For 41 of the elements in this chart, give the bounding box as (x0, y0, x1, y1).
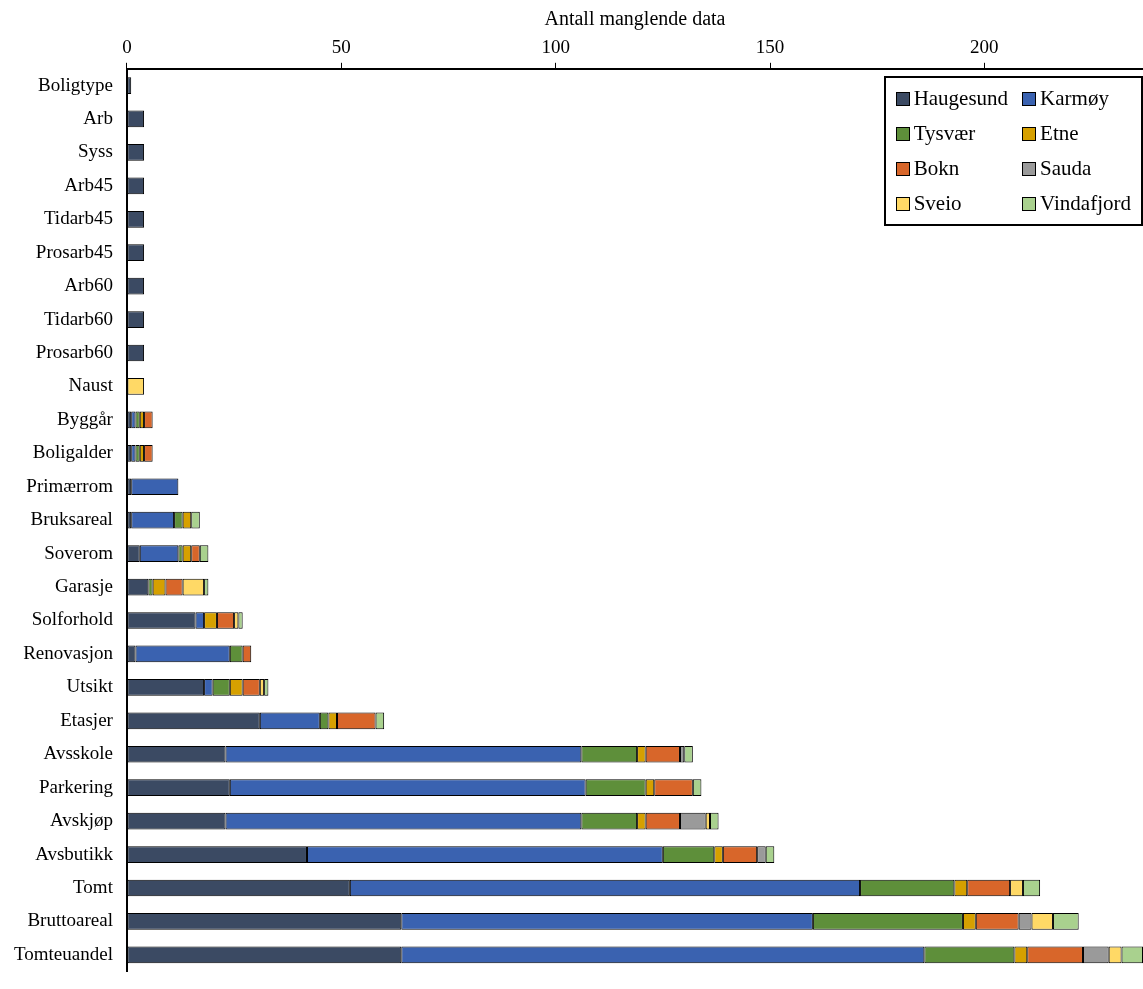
x-tick-label: 200 (970, 36, 999, 58)
y-tick-label: Avsskole (43, 742, 113, 764)
x-axis-title: Antall manglende data (544, 7, 726, 31)
y-tick-label: Tidarb45 (43, 207, 113, 229)
y-tick-label: Avskjøp (49, 809, 113, 831)
y-tick-label: Renovasjon (23, 641, 114, 663)
legend-label: Bokn (913, 156, 960, 181)
y-tick-label: Primærrom (26, 474, 114, 496)
y-tick-label: Naust (68, 374, 114, 396)
y-tick-label: Tomteuandel (13, 942, 113, 964)
legend-label: Sveio (913, 191, 962, 216)
legend-label: Haugesund (913, 86, 1009, 111)
y-tick-label: Bruttoareal (27, 909, 113, 931)
y-tick-label: Soverom (44, 541, 114, 563)
y-tick-label: Solforhold (31, 608, 114, 630)
x-tick-label: 50 (331, 36, 351, 58)
x-tick-label: 150 (755, 36, 785, 58)
y-tick-label: Tidarb60 (43, 307, 113, 329)
legend-label: Vindafjord (1040, 191, 1131, 216)
y-tick-label: Prosarb45 (35, 240, 113, 262)
y-tick-label: Prosarb60 (35, 341, 113, 362)
y-tick-label: Arb60 (64, 274, 113, 296)
x-tick-label: 0 (122, 36, 132, 58)
y-tick-label: Arb (83, 106, 113, 128)
y-tick-label: Arb45 (64, 173, 113, 195)
y-tick-label: Tomt (73, 875, 114, 897)
y-tick-label: Etasjer (60, 708, 114, 730)
y-tick-label: Bruksareal (30, 508, 113, 530)
legend-label: Sauda (1040, 156, 1092, 181)
y-tick-label: Parkering (39, 775, 114, 797)
y-tick-label: Garasje (54, 575, 113, 597)
y-tick-label: Byggår (56, 407, 114, 429)
y-tick-label: Boligtype (37, 73, 113, 95)
legend-label: Etne (1040, 121, 1079, 146)
y-tick-label: Avsbutikk (35, 842, 114, 864)
y-tick-label: Utsikt (66, 675, 114, 697)
legend-label: Karmøy (1040, 86, 1109, 111)
y-tick-label: Boligalder (32, 441, 114, 463)
y-tick-label: Syss (78, 140, 113, 162)
legend-label: Tysvær (913, 121, 976, 146)
x-tick-label: 100 (541, 36, 570, 58)
